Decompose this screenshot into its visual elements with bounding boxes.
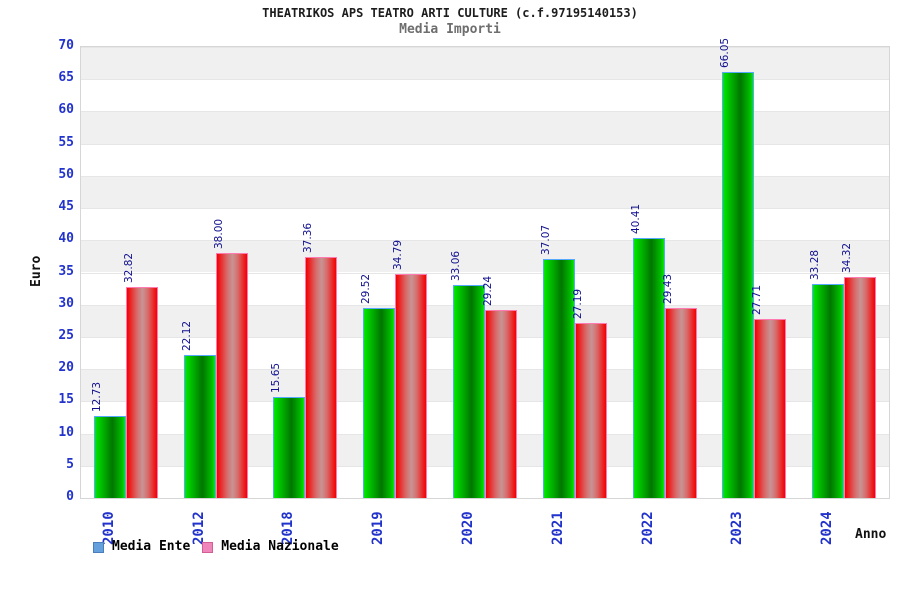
bar-value-label: 66.05 [719,38,732,69]
bar-value-label: 33.28 [809,249,822,280]
bar-media-nazionale [754,319,787,498]
bar-media-ente [722,72,755,498]
grid-band [81,111,889,144]
bar-value-label: 29.43 [661,274,674,305]
bar-value-label: 40.41 [629,203,642,234]
bar-media-ente [183,355,216,498]
bar-value-label: 38.00 [212,219,225,250]
legend-swatch-media-ente [93,541,104,553]
y-tick-label: 60 [58,102,74,118]
bar-value-label: 27.19 [571,288,584,319]
y-tick-label: 70 [58,38,74,53]
y-tick-label: 5 [66,456,74,472]
bar-value-label: 15.65 [270,363,283,394]
x-tick-label: 2022 [639,511,656,545]
bar-media-nazionale [125,286,158,498]
bar-value-label: 34.79 [392,239,405,270]
legend-swatch-media-nazionale [202,541,214,553]
y-tick-label: 15 [58,392,74,408]
x-tick-label: 2020 [460,511,476,545]
y-tick-label: 55 [58,134,74,150]
bar-media-ente [453,284,485,498]
y-tick-label: 10 [58,424,74,440]
bar-value-label: 32.82 [122,252,135,283]
bar-value-label: 22.12 [180,321,193,352]
bar-value-label: 29.52 [360,273,373,304]
bar-media-nazionale [664,308,697,498]
plot-area: 12.73 32.82 22.12 38.00 15.65 37.36 29.52 34.79… [80,38,890,499]
bar-media-nazionale [844,276,877,498]
grid-band [81,175,889,209]
chart-title: THEATRIKOS APS TEATRO ARTI CULTURE (c.f.… [262,6,638,20]
x-tick-label: 2023 [729,511,746,545]
x-tick-label: 2021 [549,511,566,545]
y-tick-label: 25 [58,327,74,343]
x-tick-label: 2019 [370,511,387,545]
legend-item: Media Ente [93,540,190,554]
bar-value-label: 29.24 [482,275,494,306]
bar-media-nazionale [395,273,428,498]
y-tick-label: 20 [58,360,74,376]
grid-band [81,240,889,273]
x-tick-label: 2024 [819,511,836,545]
bar-media-nazionale [305,257,338,498]
grid-band [81,47,889,80]
y-tick-label: 65 [58,70,74,86]
bar-value-label: 34.32 [841,242,854,273]
y-tick-label: 50 [58,166,74,182]
y-tick-label: 35 [58,263,74,279]
x-axis-title: Anno [855,527,887,542]
bar-media-ente [93,415,126,498]
legend-label: Media Nazionale [221,539,339,554]
bar-value-label: 27.71 [751,285,764,316]
bar-value-label: 37.07 [539,225,552,256]
bar-media-ente [273,397,306,498]
grid-band [81,143,889,176]
bar-media-ente [363,307,396,498]
bar-media-nazionale [485,309,517,498]
legend-label: Media Ente [112,539,191,554]
bar-media-nazionale [574,322,607,498]
legend: Media Ente Media Nazionale [93,540,351,554]
bar-value-label: 12.73 [90,381,103,412]
y-tick-label: 0 [66,489,74,504]
bar-value-label: 37.36 [302,223,315,254]
bar-media-ente [812,283,845,498]
legend-item: Media Nazionale [202,539,339,554]
y-tick-label: 30 [58,295,74,311]
bar-value-label: 33.06 [450,250,462,281]
bar-media-ente [542,259,575,498]
y-tick-label: 40 [58,231,74,247]
bar-media-ente [632,237,665,498]
y-tick-label: 45 [58,199,74,215]
grid-band [81,208,889,241]
chart-subtitle: Media Importi [399,22,501,37]
grid-band [81,79,889,112]
bar-media-nazionale [215,253,248,498]
